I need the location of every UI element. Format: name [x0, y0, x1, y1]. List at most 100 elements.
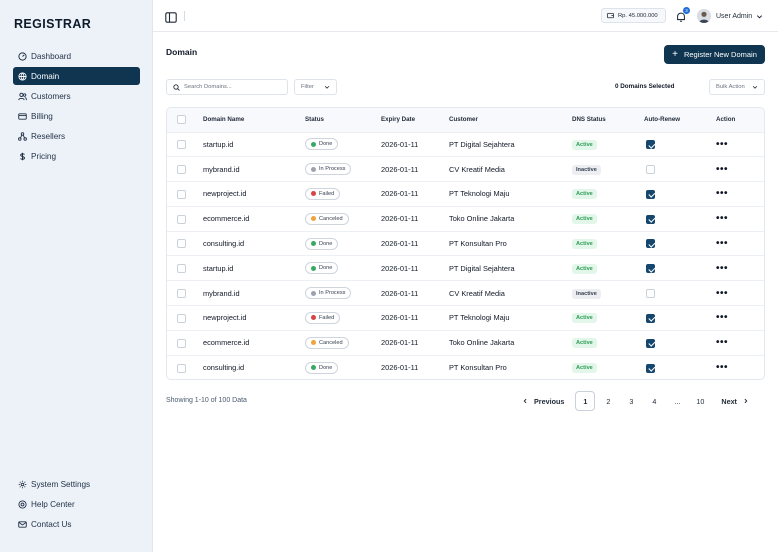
- table-row[interactable]: startup.id Done 2026-01-11 PT Digital Sejah…: [167, 256, 765, 281]
- column-header-status[interactable]: Status: [305, 108, 381, 132]
- sidebar-item-pricing[interactable]: Pricing: [13, 147, 140, 165]
- row-select-checkbox[interactable]: [177, 264, 186, 273]
- domain-name[interactable]: mybrand.id: [203, 281, 305, 306]
- auto-renew-checkbox[interactable]: [646, 239, 655, 248]
- table-row[interactable]: mybrand.id In Process 2026-01-11 CV Kreatif…: [167, 157, 765, 182]
- filter-dropdown[interactable]: Filter: [294, 79, 337, 95]
- page-title: Domain: [166, 47, 197, 57]
- sidebar-item-customers[interactable]: Customers: [13, 87, 140, 105]
- status-dot-icon: [311, 167, 316, 172]
- dns-status-badge: Active: [572, 264, 597, 274]
- gear-icon: [17, 479, 27, 489]
- domain-name[interactable]: ecommerce.id: [203, 330, 305, 355]
- sidebar-item-domain[interactable]: Domain: [13, 67, 140, 85]
- page-3-button[interactable]: 3: [621, 391, 641, 411]
- domain-name[interactable]: mybrand.id: [203, 157, 305, 182]
- page-2-button[interactable]: 2: [598, 391, 618, 411]
- row-select-checkbox[interactable]: [177, 239, 186, 248]
- row-select-checkbox[interactable]: [177, 215, 186, 224]
- domain-name[interactable]: newproject.id: [203, 306, 305, 331]
- more-actions-icon[interactable]: •••: [716, 362, 728, 373]
- auto-renew-checkbox[interactable]: [646, 215, 655, 224]
- topbar-divider: [184, 11, 185, 21]
- bulk-action-dropdown[interactable]: Bulk Action: [709, 79, 765, 95]
- domain-name[interactable]: newproject.id: [203, 182, 305, 207]
- expiry-date: 2026-01-11: [381, 157, 449, 182]
- table-row[interactable]: consulting.id Done 2026-01-11 PT Konsultan …: [167, 231, 765, 256]
- users-icon: [17, 91, 27, 101]
- more-actions-icon[interactable]: •••: [716, 213, 728, 224]
- status-badge: Failed: [305, 188, 340, 200]
- column-header-dns[interactable]: DNS Status: [572, 108, 644, 132]
- table-row[interactable]: ecommerce.id Canceled 2026-01-11 Toko Onlin…: [167, 206, 765, 231]
- next-label: Next: [721, 397, 737, 406]
- balance-badge[interactable]: Rp. 45.000.000: [601, 8, 666, 23]
- table-row[interactable]: newproject.id Failed 2026-01-11 PT Teknolog…: [167, 306, 765, 331]
- auto-renew-checkbox[interactable]: [646, 339, 655, 348]
- table-row[interactable]: newproject.id Failed 2026-01-11 PT Teknolog…: [167, 182, 765, 207]
- domain-name[interactable]: startup.id: [203, 256, 305, 281]
- domain-name[interactable]: ecommerce.id: [203, 206, 305, 231]
- page-4-button[interactable]: 4: [644, 391, 664, 411]
- top-bar: Rp. 45.000.000 3 User Admin: [153, 0, 778, 32]
- register-new-domain-button[interactable]: + Register New Domain: [664, 45, 765, 64]
- more-actions-icon[interactable]: •••: [716, 263, 728, 274]
- column-header-customer[interactable]: Customer: [449, 108, 572, 132]
- table-row[interactable]: consulting.id Done 2026-01-11 PT Konsultan …: [167, 355, 765, 380]
- next-page-button[interactable]: Next: [713, 391, 749, 411]
- sidebar-item-billing[interactable]: Billing: [13, 107, 140, 125]
- user-menu[interactable]: User Admin: [697, 8, 763, 24]
- more-actions-icon[interactable]: •••: [716, 312, 728, 323]
- sidebar-toggle-icon[interactable]: [165, 10, 177, 21]
- auto-renew-checkbox[interactable]: [646, 264, 655, 273]
- auto-renew-checkbox[interactable]: [646, 314, 655, 323]
- sidebar-item-label: Billing: [31, 112, 53, 121]
- row-select-checkbox[interactable]: [177, 190, 186, 199]
- page-1-button[interactable]: 1: [575, 391, 595, 411]
- domain-name[interactable]: consulting.id: [203, 231, 305, 256]
- more-actions-icon[interactable]: •••: [716, 188, 728, 199]
- auto-renew-checkbox[interactable]: [646, 140, 655, 149]
- sidebar-item-label: Contact Us: [31, 520, 72, 529]
- page-10-button[interactable]: 10: [690, 391, 710, 411]
- notification-bell[interactable]: 3: [675, 9, 689, 23]
- row-select-checkbox[interactable]: [177, 364, 186, 373]
- sidebar-item-label: Help Center: [31, 500, 75, 509]
- sidebar-item-system-settings[interactable]: System Settings: [13, 475, 140, 493]
- page-ellipsis: ...: [667, 391, 687, 411]
- auto-renew-checkbox[interactable]: [646, 165, 655, 174]
- row-select-checkbox[interactable]: [177, 140, 186, 149]
- table-row[interactable]: ecommerce.id Canceled 2026-01-11 Toko Onlin…: [167, 330, 765, 355]
- row-select-checkbox[interactable]: [177, 165, 186, 174]
- status-dot-icon: [311, 315, 316, 320]
- domain-table: Domain Name Status Expiry Date Customer …: [167, 108, 765, 380]
- auto-renew-checkbox[interactable]: [646, 364, 655, 373]
- table-row[interactable]: startup.id Done 2026-01-11 PT Digital Sejah…: [167, 132, 765, 157]
- sidebar-item-help-center[interactable]: Help Center: [13, 495, 140, 513]
- domain-name[interactable]: startup.id: [203, 132, 305, 157]
- more-actions-icon[interactable]: •••: [716, 139, 728, 150]
- row-select-checkbox[interactable]: [177, 289, 186, 298]
- more-actions-icon[interactable]: •••: [716, 337, 728, 348]
- sidebar-item-resellers[interactable]: Resellers: [13, 127, 140, 145]
- column-header-expiry[interactable]: Expiry Date: [381, 108, 449, 132]
- column-header-domain[interactable]: Domain Name: [203, 108, 305, 132]
- auto-renew-checkbox[interactable]: [646, 190, 655, 199]
- search-input[interactable]: [184, 84, 284, 90]
- sidebar-item-dashboard[interactable]: Dashboard: [13, 47, 140, 65]
- column-header-auto-renew[interactable]: Auto-Renew: [644, 108, 716, 132]
- table-row[interactable]: mybrand.id In Process 2026-01-11 CV Kreatif…: [167, 281, 765, 306]
- expiry-date: 2026-01-11: [381, 132, 449, 157]
- sidebar-item-contact-us[interactable]: Contact Us: [13, 515, 140, 533]
- domain-name[interactable]: consulting.id: [203, 355, 305, 380]
- more-actions-icon[interactable]: •••: [716, 238, 728, 249]
- row-select-checkbox[interactable]: [177, 339, 186, 348]
- more-actions-icon[interactable]: •••: [716, 164, 728, 175]
- expiry-date: 2026-01-11: [381, 330, 449, 355]
- customer-name: PT Teknologi Maju: [449, 182, 572, 207]
- auto-renew-checkbox[interactable]: [646, 289, 655, 298]
- row-select-checkbox[interactable]: [177, 314, 186, 323]
- previous-page-button[interactable]: Previous: [522, 391, 572, 411]
- more-actions-icon[interactable]: •••: [716, 288, 728, 299]
- select-all-checkbox[interactable]: [177, 115, 186, 124]
